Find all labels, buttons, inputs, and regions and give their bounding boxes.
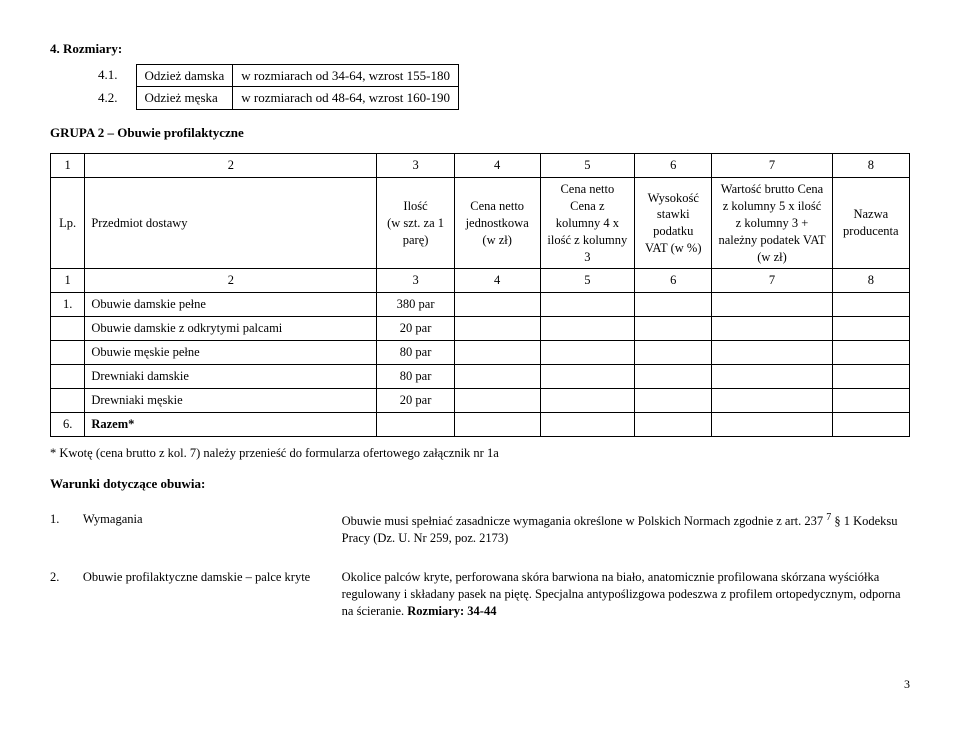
row-empty-cell xyxy=(635,364,712,388)
header-col-num: 6 xyxy=(635,154,712,178)
razem-empty-cell xyxy=(832,412,909,436)
sizes-heading: 4. Rozmiary: xyxy=(50,40,910,58)
razem-label: Razem* xyxy=(85,412,377,436)
row-lp xyxy=(51,317,85,341)
size-row-num: 4.2. xyxy=(90,87,136,110)
condition-term: Obuwie profilaktyczne damskie – palce kr… xyxy=(83,563,342,636)
row-empty-cell xyxy=(540,341,634,365)
row-name: Drewniaki damskie xyxy=(85,364,377,388)
row-empty-cell xyxy=(832,364,909,388)
header-col-num: 6 xyxy=(635,269,712,293)
condition-num: 1. xyxy=(50,505,83,563)
header-col-num: 4 xyxy=(454,154,540,178)
row-empty-cell xyxy=(712,293,832,317)
size-row-range: w rozmiarach od 34-64, wzrost 155-180 xyxy=(233,64,459,87)
row-empty-cell xyxy=(540,388,634,412)
header-col-label: Przedmiot dostawy xyxy=(85,178,377,269)
row-lp xyxy=(51,388,85,412)
header-col-label: Cena netto Cena z kolumny 4 x ilość z ko… xyxy=(540,178,634,269)
group-heading: GRUPA 2 – Obuwie profilaktyczne xyxy=(50,124,910,142)
conditions-heading: Warunki dotyczące obuwia: xyxy=(50,475,910,493)
header-col-num: 5 xyxy=(540,154,634,178)
row-empty-cell xyxy=(832,293,909,317)
row-qty: 20 par xyxy=(377,388,454,412)
row-qty: 20 par xyxy=(377,317,454,341)
footnote: * Kwotę (cena brutto z kol. 7) należy pr… xyxy=(50,445,910,462)
header-col-num: 1 xyxy=(51,269,85,293)
condition-desc: Okolice palców kryte, perforowana skóra … xyxy=(342,563,910,636)
condition-desc: Obuwie musi spełniać zasadnicze wymagani… xyxy=(342,505,910,563)
header-col-num: 1 xyxy=(51,154,85,178)
razem-empty-cell xyxy=(540,412,634,436)
row-name: Obuwie damskie z odkrytymi palcami xyxy=(85,317,377,341)
row-name: Obuwie męskie pełne xyxy=(85,341,377,365)
row-empty-cell xyxy=(635,341,712,365)
header-col-num: 8 xyxy=(832,154,909,178)
row-lp xyxy=(51,364,85,388)
header-col-num: 4 xyxy=(454,269,540,293)
header-col-label: Ilość(w szt. za 1 parę) xyxy=(377,178,454,269)
page-number: 3 xyxy=(50,676,910,692)
header-col-label: Wysokość stawki podatku VAT (w %) xyxy=(635,178,712,269)
main-table: 12345678 Lp.Przedmiot dostawyIlość(w szt… xyxy=(50,153,910,436)
row-empty-cell xyxy=(454,364,540,388)
razem-empty-cell xyxy=(635,412,712,436)
row-empty-cell xyxy=(454,341,540,365)
row-empty-cell xyxy=(540,317,634,341)
row-empty-cell xyxy=(635,317,712,341)
row-empty-cell xyxy=(712,364,832,388)
row-empty-cell xyxy=(832,341,909,365)
header-col-num: 7 xyxy=(712,269,832,293)
header-col-num: 3 xyxy=(377,154,454,178)
size-row-num: 4.1. xyxy=(90,64,136,87)
condition-term: Wymagania xyxy=(83,505,342,563)
razem-lp: 6. xyxy=(51,412,85,436)
header-col-label: Lp. xyxy=(51,178,85,269)
razem-empty-cell xyxy=(377,412,454,436)
row-empty-cell xyxy=(454,388,540,412)
row-empty-cell xyxy=(712,388,832,412)
row-empty-cell xyxy=(454,293,540,317)
row-empty-cell xyxy=(635,293,712,317)
size-row-label: Odzież damska xyxy=(136,64,233,87)
row-empty-cell xyxy=(540,364,634,388)
row-qty: 80 par xyxy=(377,364,454,388)
row-lp xyxy=(51,341,85,365)
header-col-num: 3 xyxy=(377,269,454,293)
row-name: Obuwie damskie pełne xyxy=(85,293,377,317)
conditions-table: 1.WymaganiaObuwie musi spełniać zasadnic… xyxy=(50,505,910,636)
header-col-label: Nazwa producenta xyxy=(832,178,909,269)
header-col-num: 2 xyxy=(85,154,377,178)
condition-num: 2. xyxy=(50,563,83,636)
header-col-label: Cena netto jednostkowa (w zł) xyxy=(454,178,540,269)
row-qty: 380 par xyxy=(377,293,454,317)
row-qty: 80 par xyxy=(377,341,454,365)
row-empty-cell xyxy=(832,388,909,412)
row-empty-cell xyxy=(635,388,712,412)
row-name: Drewniaki męskie xyxy=(85,388,377,412)
header-col-num: 7 xyxy=(712,154,832,178)
row-lp: 1. xyxy=(51,293,85,317)
sizes-table: 4.1.Odzież damskaw rozmiarach od 34-64, … xyxy=(90,64,459,110)
razem-empty-cell xyxy=(712,412,832,436)
header-col-num: 2 xyxy=(85,269,377,293)
row-empty-cell xyxy=(454,317,540,341)
row-empty-cell xyxy=(712,341,832,365)
razem-empty-cell xyxy=(454,412,540,436)
size-row-range: w rozmiarach od 48-64, wzrost 160-190 xyxy=(233,87,459,110)
header-col-num: 8 xyxy=(832,269,909,293)
header-col-num: 5 xyxy=(540,269,634,293)
row-empty-cell xyxy=(832,317,909,341)
size-row-label: Odzież męska xyxy=(136,87,233,110)
header-col-label: Wartość brutto Cena z kolumny 5 x ilość … xyxy=(712,178,832,269)
row-empty-cell xyxy=(540,293,634,317)
row-empty-cell xyxy=(712,317,832,341)
